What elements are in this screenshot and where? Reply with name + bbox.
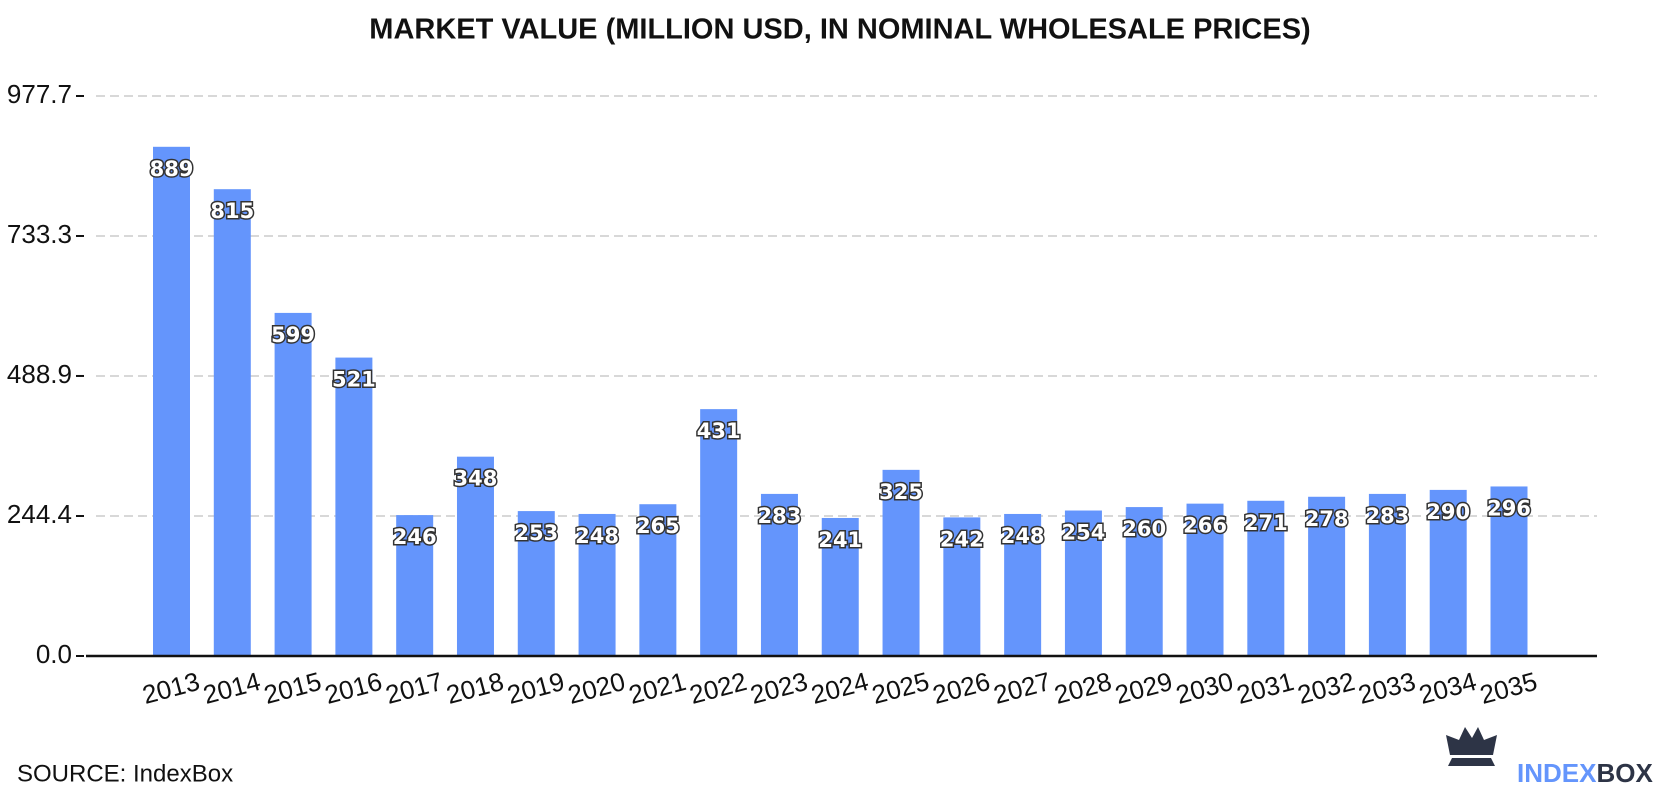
x-tick-label: 2035 [1477, 666, 1541, 710]
y-tick-label: 733.3 [7, 219, 72, 249]
x-tick-label: 2032 [1294, 666, 1358, 710]
value-label: 246 [393, 525, 437, 549]
value-label: 271 [1244, 511, 1288, 535]
value-label: 815 [210, 199, 254, 223]
bar [335, 357, 373, 656]
bar [1247, 500, 1285, 656]
x-tick-label: 2021 [625, 666, 689, 710]
source: SOURCE: IndexBox [17, 760, 233, 787]
y-tick-label: 977.7 [7, 79, 72, 109]
x-tick-label: 2016 [322, 666, 386, 710]
bar [517, 511, 555, 656]
y-tick-label: 488.9 [7, 359, 72, 389]
x-tick-label: 2022 [686, 666, 750, 710]
bar [1125, 507, 1163, 656]
value-label: 283 [758, 504, 802, 528]
x-tick-label: 2019 [504, 666, 568, 710]
bar [456, 456, 494, 656]
bar [396, 515, 434, 656]
x-tick-label: 2024 [808, 666, 872, 710]
value-label: 325 [879, 480, 923, 504]
x-tick-label: 2026 [929, 666, 993, 710]
x-tick-label: 2033 [1355, 666, 1419, 710]
x-tick-label: 2029 [1112, 666, 1176, 710]
value-label: 253 [514, 521, 558, 545]
bar [213, 189, 251, 657]
x-tick-label: 2020 [565, 666, 629, 710]
logo-index: INDEX [1517, 758, 1597, 788]
value-label: 242 [940, 527, 984, 551]
value-label: 278 [1305, 507, 1349, 531]
x-tick-label: 2018 [443, 666, 507, 710]
x-tick-label: 2023 [747, 666, 811, 710]
value-label: 290 [1426, 500, 1470, 524]
bar [882, 469, 920, 656]
bar [1429, 489, 1467, 656]
value-label: 266 [1183, 514, 1227, 538]
x-tick-label: 2017 [382, 666, 446, 710]
value-label: 241 [818, 528, 862, 552]
y-tick-label: 0.0 [36, 639, 72, 669]
bar [578, 513, 616, 656]
bar [1308, 496, 1346, 656]
bar [1064, 510, 1102, 656]
bar [1490, 486, 1528, 656]
value-label: 889 [150, 157, 194, 181]
value-label: 254 [1062, 521, 1106, 545]
x-tick-label: 2028 [1051, 666, 1115, 710]
x-tick-label: 2034 [1416, 666, 1480, 710]
value-label: 248 [1001, 524, 1045, 548]
bar [1186, 503, 1224, 656]
bar [274, 312, 312, 656]
value-label: 283 [1365, 504, 1409, 528]
x-tick-label: 2025 [869, 666, 933, 710]
bar [639, 504, 677, 656]
bar [1368, 493, 1406, 656]
logo-box: BOX [1596, 758, 1653, 788]
value-label: 248 [575, 524, 619, 548]
x-tick-label: 2015 [261, 666, 325, 710]
value-label: 296 [1487, 496, 1531, 520]
x-tick-label: 2030 [1173, 666, 1237, 710]
value-label: 260 [1122, 517, 1166, 541]
value-label: 431 [697, 419, 741, 443]
bar [1004, 513, 1042, 656]
bar [943, 517, 981, 656]
x-tick-label: 2027 [990, 666, 1054, 710]
x-tick-label: 2014 [200, 666, 264, 710]
bar [821, 517, 859, 656]
logo-text: INDEXBOX [1517, 758, 1653, 788]
x-tick-label: 2031 [1233, 666, 1297, 710]
bar [700, 409, 738, 656]
value-label: 599 [271, 323, 315, 347]
value-label: 265 [636, 514, 680, 538]
logo-icon [1446, 727, 1497, 766]
x-tick-label: 2013 [139, 666, 203, 710]
value-label: 521 [332, 368, 376, 392]
chart-title: MARKET VALUE (MILLION USD, IN NOMINAL WH… [369, 14, 1310, 46]
value-label: 348 [454, 467, 498, 491]
bar [760, 493, 798, 656]
bar [153, 146, 190, 657]
y-tick-label: 244.4 [7, 499, 72, 529]
